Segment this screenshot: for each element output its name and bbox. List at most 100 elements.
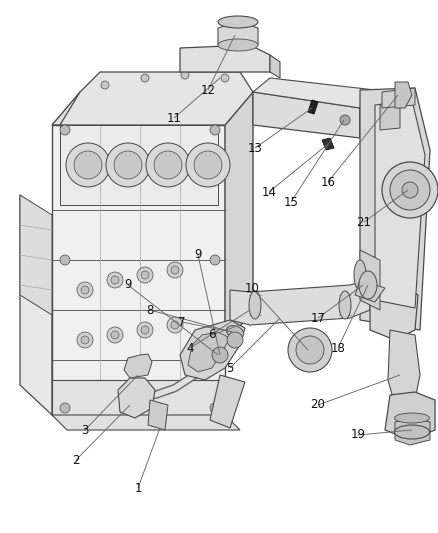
Text: 8: 8 — [146, 303, 154, 317]
Text: 3: 3 — [81, 424, 88, 437]
Circle shape — [107, 272, 123, 288]
Polygon shape — [20, 195, 52, 315]
Circle shape — [101, 81, 109, 89]
Circle shape — [141, 326, 149, 334]
Ellipse shape — [339, 291, 351, 319]
Circle shape — [221, 74, 229, 82]
Circle shape — [382, 162, 438, 218]
Circle shape — [402, 182, 418, 198]
Circle shape — [167, 317, 183, 333]
Circle shape — [210, 125, 220, 135]
Text: 9: 9 — [124, 279, 132, 292]
Circle shape — [186, 143, 230, 187]
Text: 10: 10 — [244, 281, 259, 295]
Polygon shape — [188, 332, 230, 372]
Circle shape — [146, 143, 190, 187]
Polygon shape — [395, 82, 412, 108]
Ellipse shape — [218, 39, 258, 51]
Polygon shape — [124, 354, 152, 378]
Polygon shape — [308, 100, 318, 114]
Polygon shape — [382, 88, 415, 108]
Circle shape — [390, 170, 430, 210]
Polygon shape — [270, 55, 280, 78]
Polygon shape — [180, 320, 245, 380]
Polygon shape — [218, 22, 258, 45]
Text: 7: 7 — [178, 316, 186, 328]
Circle shape — [167, 262, 183, 278]
Text: 19: 19 — [350, 429, 365, 441]
Circle shape — [60, 403, 70, 413]
Polygon shape — [355, 280, 385, 302]
Polygon shape — [380, 103, 400, 130]
Text: 9: 9 — [194, 248, 202, 262]
Circle shape — [194, 151, 222, 179]
Circle shape — [81, 336, 89, 344]
Text: 12: 12 — [201, 84, 215, 96]
Circle shape — [77, 282, 93, 298]
Polygon shape — [375, 100, 425, 308]
Circle shape — [60, 125, 70, 135]
Circle shape — [74, 151, 102, 179]
Text: 18: 18 — [331, 342, 346, 354]
Text: 5: 5 — [226, 361, 234, 375]
Circle shape — [181, 71, 189, 79]
Text: 1: 1 — [134, 481, 142, 495]
Polygon shape — [118, 378, 155, 418]
Polygon shape — [225, 92, 253, 345]
Text: 20: 20 — [311, 399, 325, 411]
Text: 14: 14 — [261, 185, 276, 198]
Circle shape — [77, 332, 93, 348]
Circle shape — [60, 255, 70, 265]
Text: 16: 16 — [321, 175, 336, 189]
Polygon shape — [180, 45, 270, 72]
Circle shape — [340, 115, 350, 125]
Ellipse shape — [249, 291, 261, 319]
Circle shape — [210, 255, 220, 265]
Circle shape — [212, 347, 228, 363]
Polygon shape — [230, 280, 370, 325]
Ellipse shape — [395, 413, 430, 423]
Text: 4: 4 — [186, 342, 194, 354]
Text: 15: 15 — [283, 196, 298, 208]
Polygon shape — [370, 285, 418, 340]
Circle shape — [111, 331, 119, 339]
Polygon shape — [60, 125, 218, 205]
Polygon shape — [52, 415, 240, 430]
Polygon shape — [52, 125, 225, 415]
Circle shape — [227, 332, 243, 348]
Text: 17: 17 — [311, 311, 325, 325]
Circle shape — [141, 74, 149, 82]
Polygon shape — [210, 375, 245, 428]
Polygon shape — [52, 92, 253, 125]
Polygon shape — [360, 250, 380, 310]
Circle shape — [137, 322, 153, 338]
Text: 11: 11 — [166, 111, 181, 125]
Circle shape — [296, 336, 324, 364]
Circle shape — [106, 143, 150, 187]
Text: 6: 6 — [208, 328, 216, 342]
Polygon shape — [253, 78, 375, 108]
Text: 2: 2 — [72, 454, 80, 466]
Circle shape — [154, 151, 182, 179]
Polygon shape — [52, 380, 225, 415]
Ellipse shape — [359, 271, 377, 299]
Polygon shape — [395, 418, 430, 445]
Polygon shape — [60, 72, 253, 125]
Circle shape — [81, 286, 89, 294]
Text: 13: 13 — [247, 141, 262, 155]
Circle shape — [137, 267, 153, 283]
Polygon shape — [148, 400, 168, 430]
Polygon shape — [388, 330, 420, 405]
Polygon shape — [360, 108, 390, 145]
Ellipse shape — [395, 425, 430, 439]
Circle shape — [288, 328, 332, 372]
Circle shape — [141, 271, 149, 279]
Circle shape — [107, 327, 123, 343]
Circle shape — [171, 266, 179, 274]
Circle shape — [66, 143, 110, 187]
Polygon shape — [385, 392, 435, 440]
Circle shape — [171, 321, 179, 329]
Text: 21: 21 — [357, 215, 371, 229]
Polygon shape — [20, 195, 52, 415]
Polygon shape — [253, 92, 360, 138]
